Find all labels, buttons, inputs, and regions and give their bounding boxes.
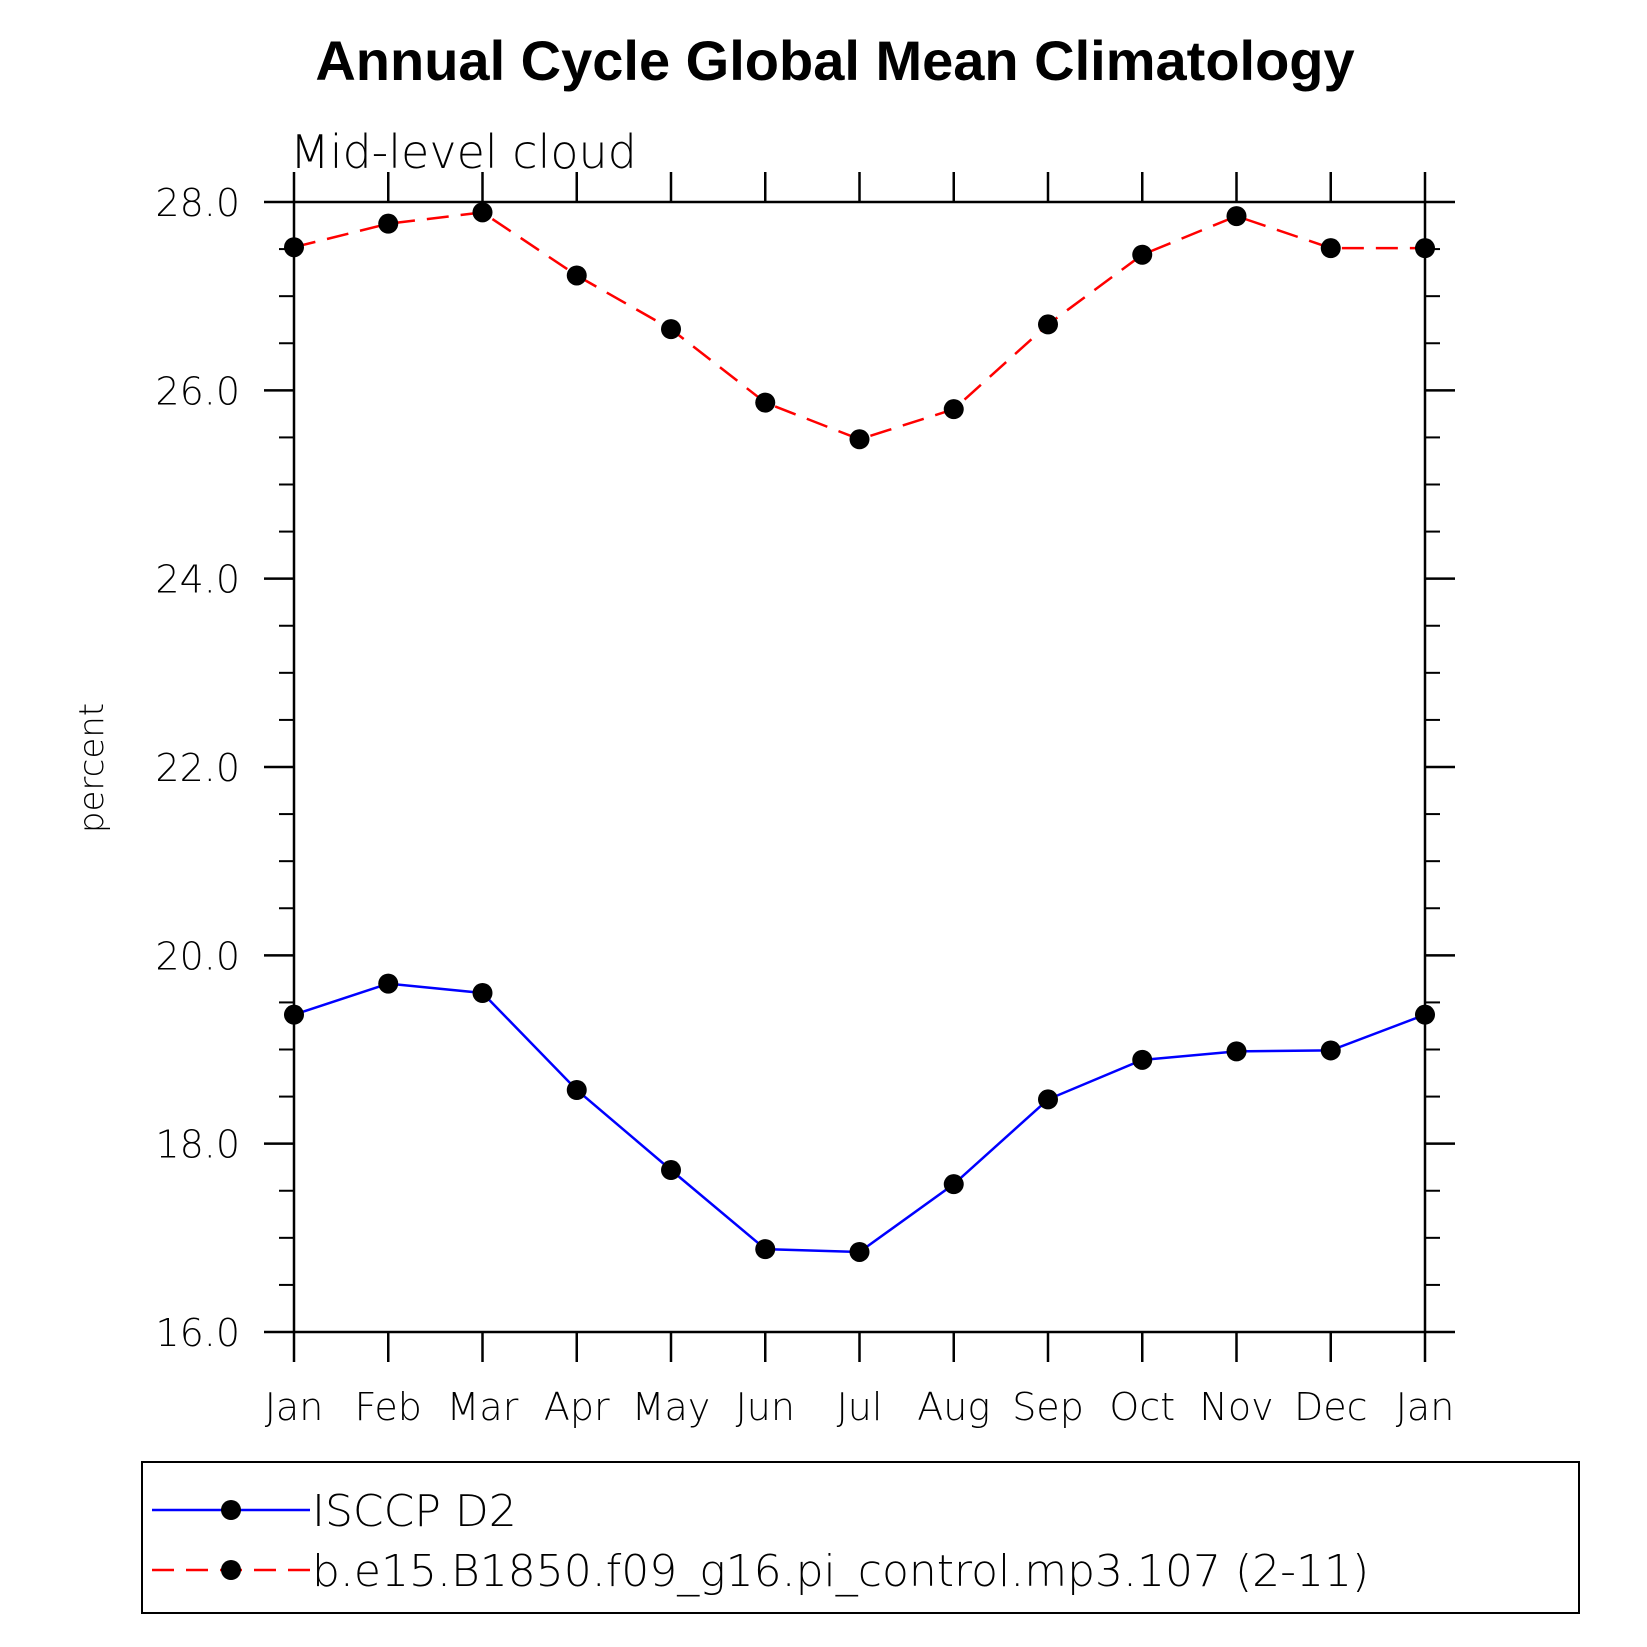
legend-label-2: b.e15.B1850.f09_g16.pi_control.mp3.107 (… <box>312 1546 1369 1597</box>
data-point <box>1132 1049 1153 1070</box>
data-point <box>1038 1089 1058 1110</box>
y-tick-label: 20.0 <box>155 934 240 978</box>
x-tick-label: Feb <box>355 1385 422 1429</box>
data-point <box>755 392 776 413</box>
data-point <box>943 399 964 420</box>
data-point <box>1415 1004 1435 1025</box>
data-point <box>566 265 587 286</box>
legend-marker-2 <box>221 1560 241 1580</box>
y-tick-label: 22.0 <box>155 746 240 790</box>
x-tick-label: Mar <box>447 1385 519 1429</box>
data-point <box>378 973 399 994</box>
x-tick-label: Jan <box>265 1385 324 1429</box>
data-point <box>284 1004 304 1025</box>
legend: ISCCP D2 b.e15.B1850.f09_g16.pi_control.m… <box>141 1461 1580 1614</box>
series-line-1 <box>293 982 1426 1254</box>
legend-box <box>141 1461 1580 1614</box>
data-point <box>1038 314 1058 335</box>
data-point <box>1320 1040 1341 1061</box>
x-tick-label: Aug <box>917 1385 990 1429</box>
data-point <box>849 1241 870 1262</box>
y-axis-label: percent <box>72 703 112 833</box>
data-point <box>1132 244 1153 265</box>
x-tick-label: Oct <box>1109 1385 1175 1429</box>
y-tick-label: 24.0 <box>155 558 240 602</box>
x-tick-label: Jan <box>1396 1385 1455 1429</box>
series-group <box>284 202 1435 1262</box>
data-point <box>472 983 493 1003</box>
legend-label-1: ISCCP D2 <box>312 1486 517 1537</box>
data-point <box>284 237 304 258</box>
data-point <box>1415 238 1435 259</box>
data-point <box>755 1239 776 1260</box>
data-point <box>1320 238 1341 259</box>
x-tick-label: Jul <box>837 1385 883 1429</box>
data-point <box>661 319 681 340</box>
y-tick-label: 16.0 <box>155 1311 240 1355</box>
data-point <box>943 1174 964 1195</box>
data-point <box>378 213 399 234</box>
chart-title: Annual Cycle Global Mean Climatology <box>315 29 1354 92</box>
y-tick-label: 28.0 <box>155 181 240 225</box>
x-tick-label: Jun <box>736 1385 795 1429</box>
data-point <box>1226 1041 1247 1062</box>
legend-marker-1 <box>221 1500 241 1520</box>
data-point <box>472 202 493 223</box>
data-point <box>661 1160 681 1181</box>
x-tick-label: Nov <box>1199 1385 1273 1429</box>
y-tick-label: 26.0 <box>155 369 240 413</box>
data-point <box>566 1079 587 1100</box>
series-line-2 <box>293 211 1425 441</box>
x-tick-label: Apr <box>544 1385 610 1429</box>
legend-items: ISCCP D2 b.e15.B1850.f09_g16.pi_control.m… <box>152 1486 1369 1597</box>
x-tick-labels: Jan Feb Mar Apr May Jun Jul Aug Sep Oct Nov Dec Jan <box>265 1385 1455 1429</box>
data-point <box>849 429 870 450</box>
axis-ticks <box>264 172 1455 1362</box>
y-tick-labels: 16.0 18.0 20.0 22.0 24.0 26.0 28.0 <box>155 181 240 1355</box>
x-tick-label: Dec <box>1294 1385 1368 1429</box>
data-point <box>1226 206 1247 227</box>
x-tick-label: Sep <box>1012 1385 1084 1429</box>
plot-frame <box>292 200 1427 1334</box>
x-tick-label: May <box>632 1385 711 1429</box>
chart-subtitle: Mid-level cloud <box>290 125 637 179</box>
y-tick-label: 18.0 <box>155 1123 240 1167</box>
